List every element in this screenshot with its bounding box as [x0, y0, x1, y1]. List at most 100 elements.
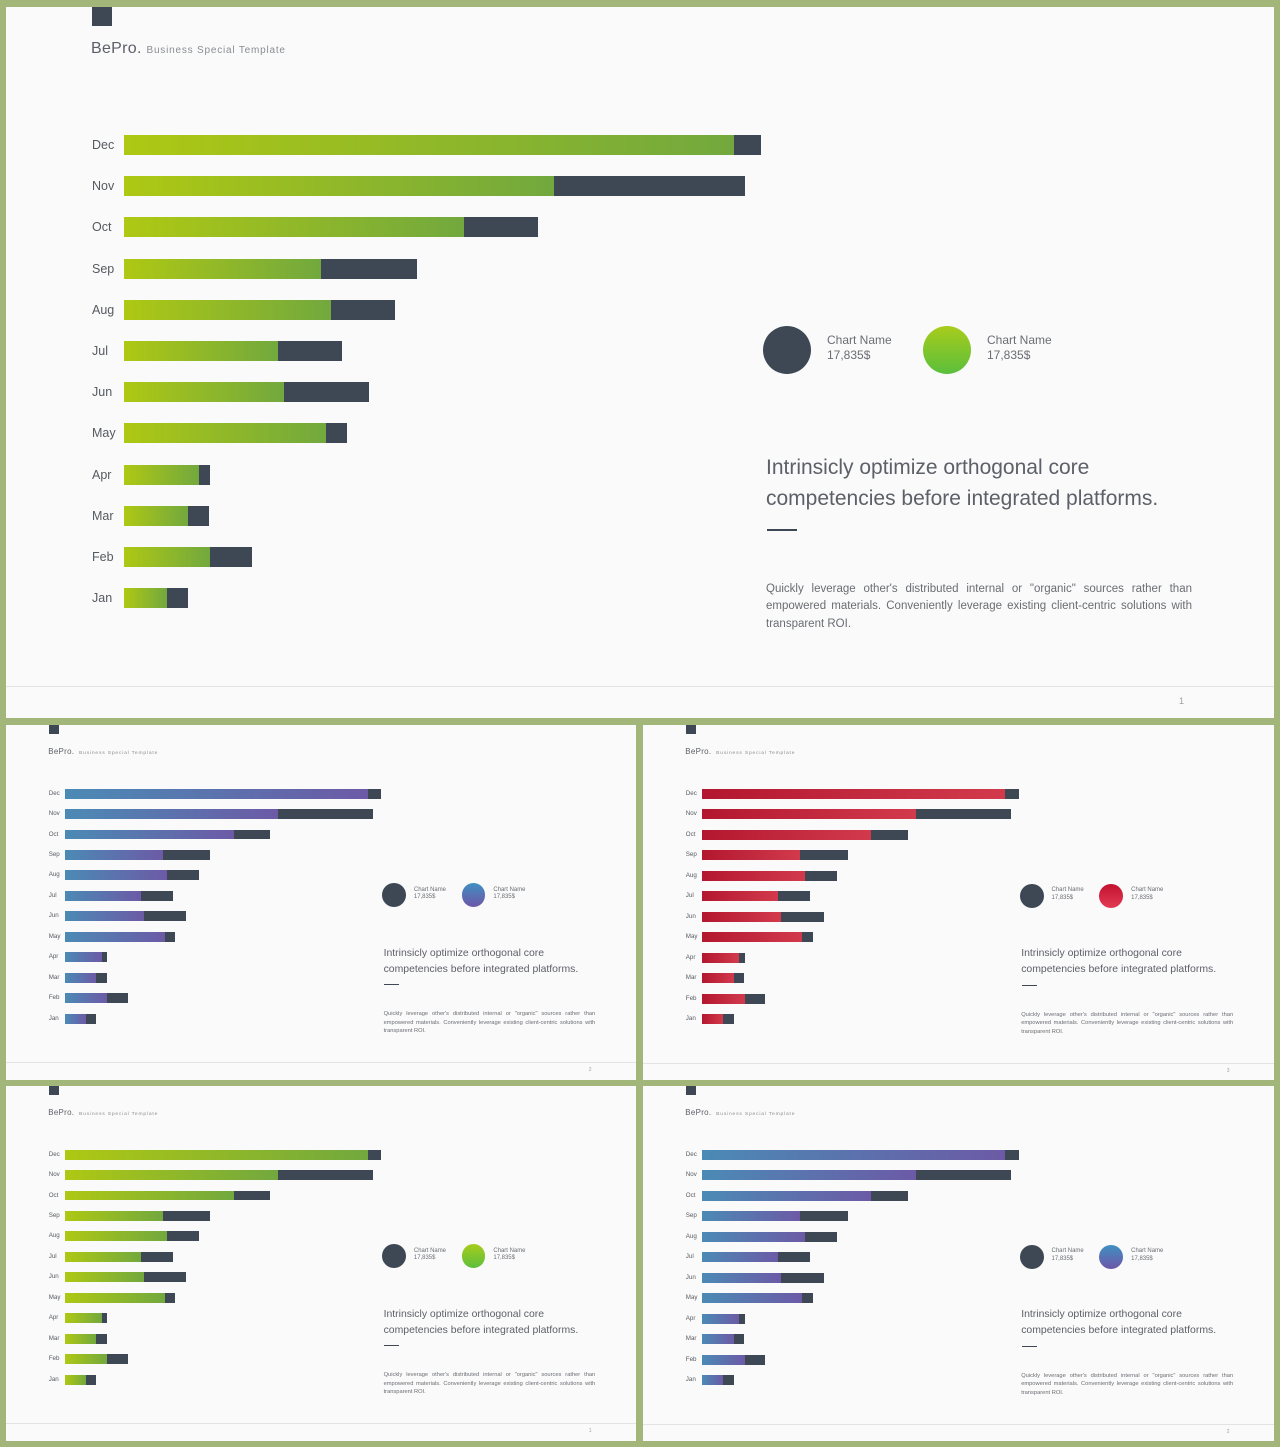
bar-row: Apr — [6, 952, 636, 963]
bar-segment-primary — [64, 1333, 97, 1344]
bar-label-feb: Feb — [685, 994, 697, 1002]
legend-name: Chart Name — [827, 333, 892, 347]
corner-mark — [685, 725, 696, 735]
bar-segment-primary — [64, 972, 97, 983]
bar-row: Apr — [643, 1313, 1274, 1324]
bar-row: Dec — [643, 788, 1274, 799]
bar-label-nov: Nov — [48, 1171, 60, 1179]
bar-segment-secondary — [141, 1251, 173, 1262]
bar-segment-primary — [64, 1292, 165, 1303]
bar-row: Mar — [6, 1333, 636, 1344]
legend-name: Chart Name — [987, 333, 1052, 347]
bar-segment-primary — [124, 341, 278, 361]
brand-name: BePro. — [685, 747, 712, 757]
bar-segment-secondary — [144, 911, 187, 922]
headline-line-2: competencies before integrated platforms… — [383, 963, 579, 975]
bar-label-sep: Sep — [92, 261, 115, 276]
footer-divider — [6, 686, 1274, 687]
legend-text-1: Chart Name 17,835$ — [827, 333, 892, 363]
body-paragraph: Quickly leverage other's distributed int… — [1021, 1011, 1234, 1035]
slide-2: BePro. Business Special Template Dec Nov Oc… — [6, 725, 636, 1080]
bar-segment-secondary — [723, 1375, 734, 1386]
bar-segment-primary — [701, 932, 803, 943]
bar-segment-secondary — [233, 829, 271, 840]
bar-segment-secondary — [799, 1211, 848, 1222]
bar-segment-secondary — [331, 299, 395, 320]
bar-segment-primary — [64, 1374, 86, 1385]
bar-segment-primary — [64, 1272, 145, 1283]
legend-value: 17,835$ — [1131, 1255, 1153, 1262]
brand-name: BePro. — [48, 1108, 75, 1118]
bar-segment-secondary — [141, 890, 173, 901]
body-paragraph: Quickly leverage other's distributed int… — [1021, 1372, 1234, 1396]
bar-segment-secondary — [85, 1013, 97, 1024]
bar-label-jan: Jan — [48, 1014, 59, 1022]
legend-dot-dark — [1019, 1244, 1044, 1269]
bar-segment-secondary — [915, 1170, 1011, 1181]
bar-segment-primary — [701, 850, 800, 861]
bar-label-dec: Dec — [685, 1150, 697, 1158]
bar-label-aug: Aug — [48, 1232, 60, 1240]
footer-divider — [6, 1062, 636, 1064]
legend-value: 17,835$ — [493, 1255, 515, 1262]
bar-segment-secondary — [781, 1272, 824, 1283]
bar-segment-secondary — [1005, 1149, 1019, 1160]
bar-row: Feb — [6, 547, 1274, 567]
bar-label-jun: Jun — [92, 385, 113, 400]
bar-label-feb: Feb — [685, 1355, 697, 1363]
bar-segment-primary — [701, 1149, 1006, 1160]
bar-row: Feb — [643, 993, 1274, 1004]
bar-label-feb: Feb — [48, 1355, 60, 1363]
legend-text-2: Chart Name 17,835$ — [493, 887, 525, 902]
bar-segment-primary — [64, 809, 279, 819]
bar-label-mar: Mar — [685, 974, 697, 982]
bar-label-apr: Apr — [48, 1314, 59, 1322]
bar-segment-secondary — [804, 1231, 837, 1242]
page-number: 1 — [1179, 696, 1185, 706]
bar-row: Jan — [6, 588, 1274, 609]
legend-name: Chart Name — [493, 1247, 526, 1254]
legend-dot-dark — [763, 326, 811, 374]
bar-chart: Dec Nov Oct Sep Aug Jul Jun May Apr Mar Feb Jan — [643, 1086, 1274, 1441]
bar-segment-primary — [124, 423, 326, 444]
bar-row: Oct — [6, 217, 1274, 238]
bar-label-aug: Aug — [48, 871, 60, 879]
bar-label-sep: Sep — [48, 851, 60, 858]
bar-segment-secondary — [870, 829, 908, 840]
bar-chart: Dec Nov Oct Sep Aug Jul Jun May Apr Mar Feb Jan — [6, 1086, 636, 1441]
bar-label-oct: Oct — [92, 220, 112, 235]
bar-label-may: May — [92, 426, 116, 441]
bar-segment-secondary — [96, 972, 107, 983]
bar-row: Sep — [643, 850, 1274, 861]
headline-line-1: Intrinsicly optimize orthogonal core — [766, 456, 1090, 479]
bar-segment-secondary — [802, 932, 813, 943]
bar-segment-secondary — [162, 1211, 211, 1221]
headline: Intrinsicly optimize orthogonal core comp… — [384, 946, 579, 977]
bar-row: Oct — [6, 1190, 636, 1201]
bar-label-nov: Nov — [685, 810, 697, 818]
bar-segment-primary — [64, 1354, 108, 1365]
bar-label-jul: Jul — [48, 891, 57, 899]
footer-divider — [643, 1062, 1274, 1064]
bar-segment-secondary — [554, 176, 745, 197]
brand-logo: BePro. Business Special Template — [48, 1102, 158, 1120]
bar-segment-primary — [701, 1211, 800, 1222]
divider — [767, 529, 797, 531]
brand-tagline: Business Special Template — [79, 751, 159, 757]
page-number: 2 — [588, 1067, 592, 1074]
legend-text-2: Chart Name 17,835$ — [987, 333, 1052, 363]
bar-row: Dec — [6, 1149, 636, 1160]
bar-row: Mar — [643, 1334, 1274, 1345]
bar-segment-primary — [64, 1190, 234, 1201]
body-paragraph: Quickly leverage other's distributed int… — [766, 583, 1192, 630]
bar-label-apr: Apr — [92, 467, 112, 482]
bar-row: Oct — [643, 1190, 1274, 1201]
bar-label-mar: Mar — [48, 973, 60, 981]
brand-tagline: Business Special Template — [716, 1112, 796, 1118]
bar-row: Sep — [6, 1211, 636, 1221]
legend-name: Chart Name — [413, 1247, 446, 1254]
bar-row: May — [6, 931, 636, 942]
bar-segment-secondary — [326, 423, 347, 444]
bar-segment-primary — [701, 1231, 805, 1242]
bar-row: Jul — [6, 890, 636, 901]
